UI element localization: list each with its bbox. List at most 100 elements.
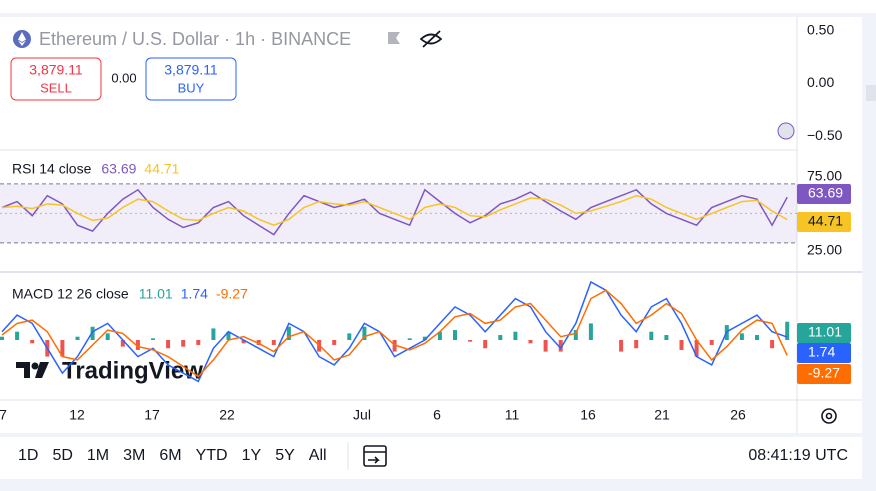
legend-value: 1.74 [181, 286, 208, 302]
sell-label[interactable]: SELL [40, 80, 72, 95]
histogram-bar [60, 340, 65, 357]
legend-value: 44.71 [144, 161, 179, 177]
histogram-bar [422, 336, 427, 340]
histogram-bar [0, 336, 4, 340]
histogram-bar [347, 333, 352, 340]
last-value-label: 11.01 [808, 324, 842, 340]
time-label: 22 [219, 407, 235, 423]
time-label: 12 [69, 407, 85, 423]
histogram-bar [196, 340, 201, 345]
rsi-band [0, 183, 797, 243]
histogram-bar [135, 340, 140, 350]
range-button[interactable]: 1D [18, 447, 38, 464]
buy-button[interactable] [145, 57, 237, 101]
histogram-bar [483, 340, 488, 349]
spread: 0.00 [111, 70, 136, 85]
time-label: 7 [0, 407, 7, 423]
histogram-bar [151, 338, 155, 340]
range-button[interactable]: 5D [52, 447, 72, 464]
buy-price[interactable]: 3,879.11 [164, 62, 218, 78]
histogram-bar [619, 340, 624, 352]
histogram-bar [694, 340, 699, 357]
time-label: 6 [433, 407, 441, 423]
histogram-bar [211, 328, 216, 340]
range-button[interactable]: 3M [123, 447, 145, 464]
range-button[interactable]: 1M [87, 447, 109, 464]
last-value-box [797, 212, 851, 232]
histogram-bar [332, 340, 337, 345]
chart-card [0, 17, 862, 433]
histogram-bar [166, 340, 171, 349]
histogram-bar [634, 340, 639, 349]
histogram-bar [588, 323, 593, 340]
histogram-bar [528, 340, 533, 344]
time-label: 26 [730, 407, 746, 423]
histogram-bar [271, 340, 276, 345]
indicator-line [1, 289, 788, 378]
histogram-bar [181, 340, 186, 347]
histogram-bar [770, 340, 775, 349]
histogram-bar [241, 340, 246, 344]
sell-price[interactable]: 3,879.11 [29, 62, 83, 78]
histogram-bar [286, 326, 291, 340]
clock: 08:41:19 UTC [748, 447, 848, 464]
price-tick-label: −0.50 [807, 127, 843, 143]
histogram-bar [437, 331, 442, 340]
histogram-bar [392, 340, 397, 352]
last-value-box [797, 364, 851, 384]
hide-icon[interactable] [419, 30, 443, 48]
legend-value: -9.27 [216, 286, 248, 302]
histogram-bar [226, 331, 231, 340]
histogram-bar [468, 340, 473, 342]
time-label: 16 [580, 407, 596, 423]
tv-logo-mark [16, 362, 49, 378]
histogram-bar [513, 331, 518, 340]
legend-value: 63.69 [101, 161, 136, 177]
range-button[interactable]: All [309, 447, 327, 464]
last-value-box [797, 323, 851, 343]
histogram-bar [543, 340, 548, 352]
histogram-bar [407, 338, 412, 340]
histogram-bar [90, 326, 95, 340]
last-value-box [797, 343, 851, 363]
histogram-bar [649, 331, 654, 340]
indicator-line [1, 188, 788, 236]
indicator-title: MACD 12 26 close [12, 286, 129, 302]
last-value-label: -9.27 [808, 365, 840, 381]
range-button[interactable]: YTD [196, 447, 228, 464]
toolbar-bg [0, 437, 862, 479]
indicator-title: RSI 14 close [12, 161, 92, 177]
y-tick-label: 75.00 [807, 168, 842, 184]
histogram-bar [664, 335, 669, 340]
price-tick-label: 0.00 [807, 74, 834, 90]
histogram-bar [120, 340, 125, 347]
histogram-bar [498, 335, 503, 340]
eth-glyph [18, 32, 26, 46]
range-button[interactable]: 1Y [242, 447, 262, 464]
histogram-bar [739, 333, 744, 340]
buy-label[interactable]: BUY [178, 80, 205, 95]
price-tick-label: 0.50 [807, 21, 834, 37]
sell-button[interactable] [10, 57, 102, 101]
flag-icon[interactable] [388, 32, 400, 44]
time-label: 21 [654, 407, 670, 423]
histogram-bar [785, 321, 790, 340]
time-label: 17 [144, 407, 160, 423]
range-button[interactable]: 5Y [275, 447, 295, 464]
alert-icon[interactable] [777, 122, 795, 140]
histogram-bar [755, 335, 759, 340]
indicator-line [1, 194, 788, 227]
last-value-label: 44.71 [808, 213, 843, 229]
histogram-bar [75, 336, 80, 340]
tv-logo-text: TradingView [62, 357, 203, 384]
compare-icon[interactable] [363, 445, 387, 467]
range-button[interactable]: 6M [159, 447, 181, 464]
histogram-bar [15, 331, 20, 340]
histogram-bar [105, 333, 110, 340]
time-label: Jul [353, 407, 371, 423]
settings-icon[interactable] [821, 408, 837, 424]
symbol-title: Ethereum / U.S. Dollar · 1h · BINANCE [39, 29, 351, 49]
histogram-bar [709, 340, 714, 345]
